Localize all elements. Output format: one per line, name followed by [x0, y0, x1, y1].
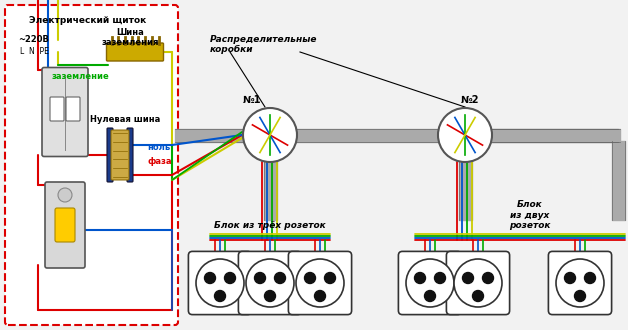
Text: Блок
из двух
розеток: Блок из двух розеток: [509, 200, 551, 230]
Circle shape: [556, 259, 604, 307]
Text: №1: №1: [243, 95, 261, 105]
Circle shape: [205, 273, 215, 283]
Text: Распределительные
коробки: Распределительные коробки: [210, 35, 318, 54]
Circle shape: [406, 259, 454, 307]
Circle shape: [58, 188, 72, 202]
FancyBboxPatch shape: [398, 251, 462, 314]
Text: заземление: заземление: [51, 72, 109, 81]
FancyBboxPatch shape: [111, 130, 129, 180]
Circle shape: [462, 273, 474, 283]
FancyBboxPatch shape: [55, 208, 75, 242]
Circle shape: [438, 108, 492, 162]
FancyBboxPatch shape: [288, 251, 352, 314]
FancyBboxPatch shape: [50, 97, 64, 121]
Circle shape: [243, 108, 297, 162]
Circle shape: [296, 259, 344, 307]
Circle shape: [196, 259, 244, 307]
FancyBboxPatch shape: [107, 128, 113, 182]
Circle shape: [414, 273, 426, 283]
Circle shape: [264, 290, 276, 302]
FancyBboxPatch shape: [107, 43, 163, 61]
FancyBboxPatch shape: [42, 68, 88, 156]
Text: фаза: фаза: [147, 157, 171, 167]
Circle shape: [325, 273, 335, 283]
Text: Шина
заземления: Шина заземления: [101, 28, 159, 48]
Circle shape: [425, 290, 435, 302]
Circle shape: [472, 290, 484, 302]
Circle shape: [254, 273, 266, 283]
FancyBboxPatch shape: [239, 251, 301, 314]
Circle shape: [435, 273, 445, 283]
FancyBboxPatch shape: [188, 251, 252, 314]
Circle shape: [224, 273, 236, 283]
FancyBboxPatch shape: [447, 251, 509, 314]
Circle shape: [585, 273, 595, 283]
Text: L  N  PE: L N PE: [20, 48, 49, 56]
Circle shape: [215, 290, 225, 302]
Circle shape: [305, 273, 315, 283]
FancyBboxPatch shape: [5, 5, 178, 325]
FancyBboxPatch shape: [548, 251, 612, 314]
FancyBboxPatch shape: [66, 97, 80, 121]
FancyBboxPatch shape: [127, 128, 133, 182]
Text: ~220В: ~220В: [18, 36, 49, 45]
Text: №2: №2: [461, 95, 479, 105]
Circle shape: [454, 259, 502, 307]
Circle shape: [482, 273, 494, 283]
Text: Электрический щиток: Электрический щиток: [30, 16, 146, 25]
Text: Блок из трёх розеток: Блок из трёх розеток: [214, 221, 326, 230]
Text: ноль: ноль: [147, 144, 170, 152]
Text: Нулевая шина: Нулевая шина: [90, 115, 160, 124]
FancyBboxPatch shape: [45, 182, 85, 268]
Circle shape: [274, 273, 286, 283]
Circle shape: [565, 273, 575, 283]
Circle shape: [246, 259, 294, 307]
Circle shape: [315, 290, 325, 302]
Circle shape: [575, 290, 585, 302]
